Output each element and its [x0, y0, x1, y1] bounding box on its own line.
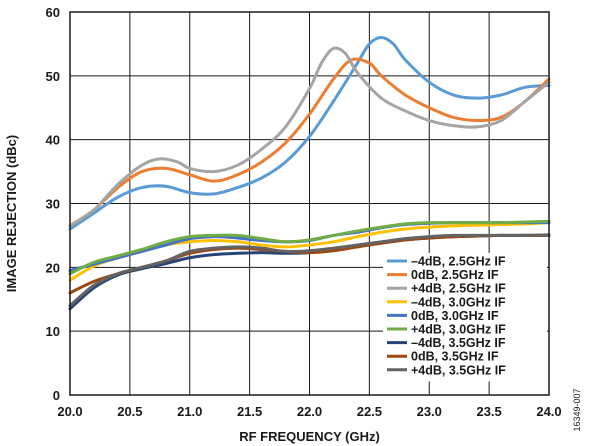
legend-entry-label: 0dB, 3.0GHz IF — [411, 309, 499, 323]
x-tick-label: 21.5 — [237, 404, 262, 419]
y-tick-label: 40 — [46, 133, 60, 148]
x-axis-label: RF FREQUENCY (GHz) — [239, 429, 380, 444]
x-tick-labels: 20.0 20.5 21.0 21.5 22.0 22.5 23.0 23.5 24.0 — [57, 404, 561, 419]
series-lines — [68, 36, 551, 311]
y-tick-label: 30 — [46, 197, 60, 212]
x-tick-label: 24.0 — [536, 404, 561, 419]
legend-entry-label: 0dB, 2.5GHz IF — [411, 268, 499, 282]
series-line-2 — [68, 57, 551, 228]
y-tick-label: 0 — [53, 388, 60, 403]
x-tick-label: 20.5 — [117, 404, 142, 419]
y-tick-label: 50 — [46, 69, 60, 84]
x-tick-label: 22.5 — [357, 404, 382, 419]
y-tick-labels: 0 10 20 30 40 50 60 — [46, 5, 60, 403]
y-tick-label: 10 — [46, 324, 60, 339]
x-tick-label: 20.0 — [57, 404, 82, 419]
series-line-6 — [68, 219, 551, 276]
x-tick-label: 21.0 — [177, 404, 202, 419]
figure-id: 16349-007 — [572, 388, 582, 431]
legend-entry-label: –4dB, 3.0GHz IF — [411, 295, 506, 309]
plot-frame — [69, 11, 550, 396]
legend-entry-label: +4dB, 2.5GHz IF — [411, 282, 506, 296]
legend-entry-label: +4dB, 3.0GHz IF — [411, 323, 506, 337]
x-tick-label: 22.0 — [297, 404, 322, 419]
legend-entry-label: –4dB, 2.5GHz IF — [411, 255, 506, 269]
series-line-3 — [68, 46, 551, 228]
y-axis-label: IMAGE REJECTION (dBc) — [4, 135, 19, 292]
series-line-9 — [68, 233, 551, 308]
series-line-1 — [68, 36, 551, 231]
legend-entry-label: 0dB, 3.5GHz IF — [411, 350, 499, 364]
legend-background — [383, 253, 547, 382]
legend-entry-label: –4dB, 3.5GHz IF — [411, 336, 506, 350]
y-tick-label: 20 — [46, 260, 60, 275]
x-tick-label: 23.5 — [476, 404, 501, 419]
x-tick-label: 23.0 — [417, 404, 442, 419]
legend-entry-label: +4dB, 3.5GHz IF — [411, 363, 506, 377]
y-tick-label: 60 — [46, 5, 60, 20]
